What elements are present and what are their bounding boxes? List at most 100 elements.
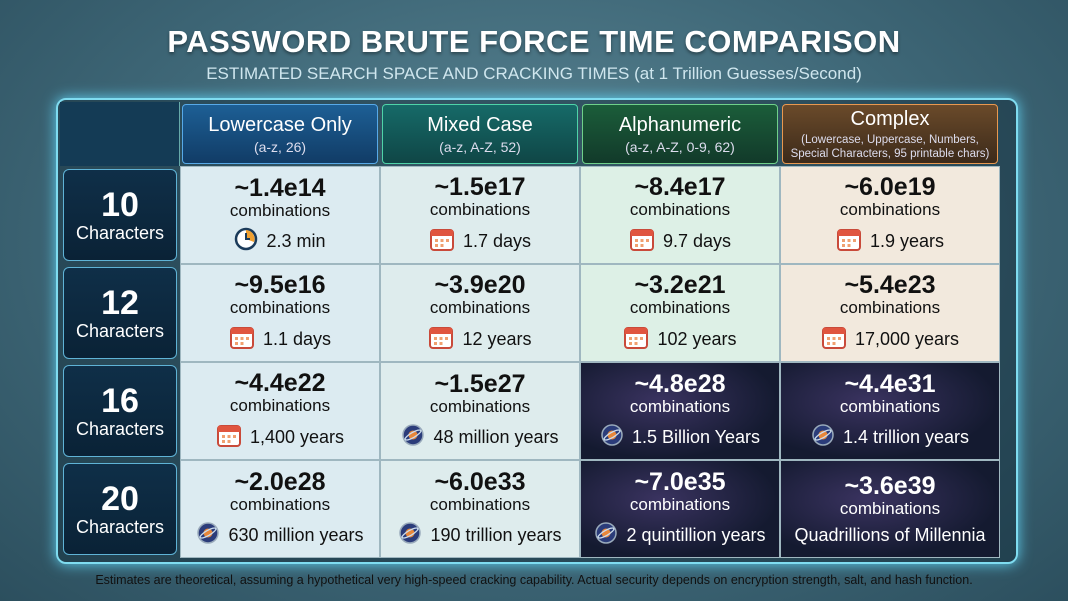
row-length: 16 (101, 381, 139, 420)
crack-time: Quadrillions of Millennia (794, 524, 986, 545)
crack-time: 12 years (462, 328, 532, 349)
column-header: Lowercase Only (a-z, 26) (182, 104, 378, 164)
icon-calendar (821, 324, 847, 355)
icon-planet (401, 423, 425, 452)
column-name: Mixed Case (427, 113, 533, 136)
cell: ~3.6e39 combinations Quadrillions of Mille… (780, 460, 1000, 558)
crack-time: 2.3 min (266, 230, 326, 251)
combinations-unit: combinations (429, 297, 531, 317)
combinations-unit: combinations (429, 494, 531, 514)
time-row: 1.9 years (781, 226, 999, 257)
crack-time: 48 million years (433, 426, 559, 447)
cell: ~9.5e16 combinations 1.1 days (180, 264, 380, 362)
icon-calendar (629, 226, 655, 257)
corner (60, 102, 180, 166)
cell: ~2.0e28 combinations 630 million years (180, 460, 380, 558)
column-header: Alphanumeric (a-z, A-Z, 0-9, 62) (582, 104, 778, 164)
combinations-value: ~4.4e22 (234, 368, 326, 397)
combinations-value: ~4.4e31 (844, 369, 936, 398)
time-row: 190 trillion years (381, 521, 579, 550)
time-row: 12 years (381, 324, 579, 355)
cell: ~4.8e28 combinations 1.5 Billion Years (580, 362, 780, 460)
icon-calendar (836, 226, 862, 257)
combinations-unit: combinations (839, 199, 941, 219)
combinations-unit: combinations (629, 494, 731, 514)
time-row: Quadrillions of Millennia (781, 525, 999, 546)
combinations-value: ~9.5e16 (234, 270, 326, 299)
crack-time: 1.1 days (262, 328, 332, 349)
crack-time: 2 quintillion years (626, 524, 766, 545)
combinations-unit: combinations (229, 494, 331, 514)
combinations-value: ~3.2e21 (634, 270, 726, 299)
combinations-unit: combinations (629, 199, 731, 219)
column-name: Complex (850, 107, 930, 130)
combinations-value: ~7.0e35 (634, 467, 726, 496)
row-length: 10 (101, 185, 139, 224)
row-label: Characters (75, 222, 165, 243)
row-header: 10 Characters (63, 169, 177, 261)
crack-time: 190 trillion years (430, 524, 562, 545)
combinations-unit: combinations (839, 498, 941, 518)
combinations-unit: combinations (839, 396, 941, 416)
icon-planet (196, 521, 220, 550)
cell: ~1.5e27 combinations 48 million years (380, 362, 580, 460)
time-row: 1.7 days (381, 226, 579, 257)
cell: ~3.2e21 combinations 102 years (580, 264, 780, 362)
row-header: 20 Characters (63, 463, 177, 555)
time-row: 1.4 trillion years (781, 423, 999, 452)
column-name: Lowercase Only (208, 113, 352, 136)
icon-planet (811, 423, 835, 452)
combinations-unit: combinations (429, 199, 531, 219)
cell: ~4.4e22 combinations 1,400 years (180, 362, 380, 460)
time-row: 9.7 days (581, 226, 779, 257)
combinations-value: ~1.5e27 (434, 369, 526, 398)
row-header: 16 Characters (63, 365, 177, 457)
time-row: 102 years (581, 324, 779, 355)
column-detail: (a-z, A-Z, 52) (439, 138, 521, 155)
row-label: Characters (75, 418, 165, 439)
combinations-value: ~8.4e17 (634, 172, 726, 201)
column-header: Complex (Lowercase, Uppercase, Numbers, S… (782, 104, 998, 164)
time-row: 2 quintillion years (581, 521, 779, 550)
cell: ~4.4e31 combinations 1.4 trillion years (780, 362, 1000, 460)
row-label: Characters (75, 516, 165, 537)
cell: ~5.4e23 combinations 17,000 years (780, 264, 1000, 362)
icon-calendar (429, 226, 455, 257)
crack-time: 1.9 years (869, 230, 945, 251)
time-row: 1.5 Billion Years (581, 423, 779, 452)
column-detail: (a-z, 26) (253, 138, 307, 155)
crack-time: 630 million years (228, 524, 364, 545)
combinations-value: ~5.4e23 (844, 270, 936, 299)
cell: ~6.0e33 combinations 190 trillion years (380, 460, 580, 558)
icon-clock (234, 227, 258, 256)
combinations-value: ~1.5e17 (434, 172, 526, 201)
row-label: Characters (75, 320, 165, 341)
row-length: 12 (101, 283, 139, 322)
icon-planet (600, 423, 624, 452)
icon-planet (398, 521, 422, 550)
time-row: 1.1 days (181, 324, 379, 355)
combinations-unit: combinations (839, 297, 941, 317)
time-row: 48 million years (381, 423, 579, 452)
combinations-unit: combinations (429, 396, 531, 416)
combinations-value: ~1.4e14 (234, 173, 326, 202)
combinations-unit: combinations (229, 297, 331, 317)
icon-planet (594, 521, 618, 550)
cell: ~6.0e19 combinations 1.9 years (780, 166, 1000, 264)
time-row: 1,400 years (181, 422, 379, 453)
crack-time: 17,000 years (854, 328, 960, 349)
cell: ~8.4e17 combinations 9.7 days (580, 166, 780, 264)
column-name: Alphanumeric (618, 113, 742, 136)
icon-calendar (428, 324, 454, 355)
combinations-unit: combinations (229, 395, 331, 415)
table: Lowercase Only (a-z, 26) Mixed Case (a-z, A… (60, 102, 1000, 558)
combinations-value: ~3.9e20 (434, 270, 526, 299)
column-detail: (Lowercase, Uppercase, Numbers, Special … (790, 133, 990, 160)
row-length: 20 (101, 479, 139, 518)
column-header: Mixed Case (a-z, A-Z, 52) (382, 104, 578, 164)
combinations-value: ~6.0e19 (844, 172, 936, 201)
time-row: 2.3 min (181, 227, 379, 256)
combinations-value: ~2.0e28 (234, 467, 326, 496)
crack-time: 102 years (657, 328, 737, 349)
icon-calendar (623, 324, 649, 355)
